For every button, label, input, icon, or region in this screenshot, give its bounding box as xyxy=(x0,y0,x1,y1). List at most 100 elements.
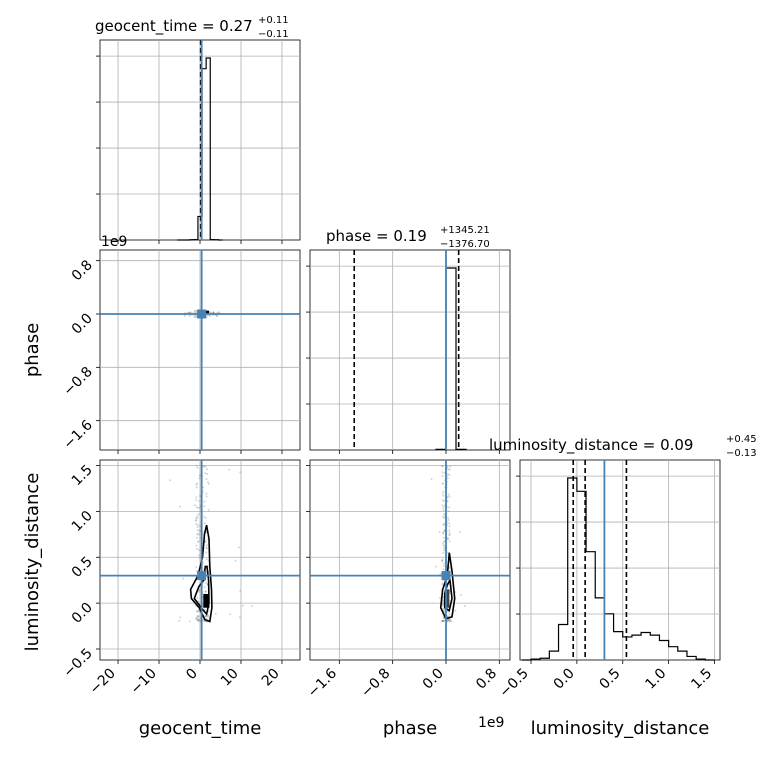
sample-point xyxy=(448,533,451,536)
sample-point xyxy=(442,542,445,545)
sample-point xyxy=(441,583,444,586)
sample-point xyxy=(443,516,446,519)
sample-point xyxy=(195,486,198,489)
sample-point xyxy=(442,531,445,534)
sample-point xyxy=(205,558,208,561)
sample-point xyxy=(443,530,446,533)
sample-point xyxy=(203,619,206,622)
sample-point xyxy=(447,472,450,475)
sample-point xyxy=(199,507,202,510)
sample-point xyxy=(196,529,199,532)
sample-point xyxy=(441,619,444,622)
sample-point xyxy=(442,568,445,571)
tick-label-y-luminosity_distance: −0.5 xyxy=(60,646,95,681)
sample-point xyxy=(198,529,201,532)
sample-point xyxy=(203,620,206,623)
sample-point xyxy=(203,586,206,589)
sample-point xyxy=(204,516,207,519)
sample-point xyxy=(448,522,451,525)
sample-point xyxy=(196,541,199,544)
sample-point xyxy=(238,616,241,619)
sample-point xyxy=(442,546,445,549)
offset-label-phase-y: 1e9 xyxy=(101,234,127,250)
sample-point xyxy=(442,544,445,547)
sample-point xyxy=(441,482,444,485)
panel-content-phase-vs-geocent-time xyxy=(100,250,300,450)
tick-label-x-luminosity_distance: 1.5 xyxy=(688,666,715,693)
sample-point xyxy=(197,513,200,516)
tick-label-x-luminosity_distance: 0.5 xyxy=(597,666,624,693)
title-luminosity-distance-minus: −0.13 xyxy=(726,448,757,459)
sample-point xyxy=(447,618,450,621)
sample-point xyxy=(196,610,199,613)
sample-point xyxy=(250,605,253,608)
sample-point xyxy=(438,596,441,599)
sample-point xyxy=(441,464,444,467)
sample-point xyxy=(448,525,451,528)
sample-point xyxy=(207,614,210,617)
sample-point xyxy=(196,515,199,518)
sample-point xyxy=(202,486,205,489)
sample-point xyxy=(443,513,446,516)
sample-point xyxy=(448,529,451,532)
tick-label-x-phase: −1.6 xyxy=(305,665,340,700)
sample-point xyxy=(178,619,181,622)
tick-label-y-luminosity_distance: 0.5 xyxy=(69,554,96,581)
sample-point xyxy=(169,479,172,482)
sample-point xyxy=(196,482,199,485)
sample-point xyxy=(443,608,446,611)
tick-label-x-geocent_time: −10 xyxy=(128,666,160,698)
sample-point xyxy=(196,466,199,469)
tick-label-y-phase: −1.6 xyxy=(60,417,95,452)
sample-point xyxy=(239,471,242,474)
sample-point xyxy=(195,506,198,509)
title-geocent-time: geocent_time = 0.27 xyxy=(95,17,253,36)
tick-label-x-geocent_time: −20 xyxy=(87,666,119,698)
sample-point xyxy=(448,599,451,602)
sample-point xyxy=(198,475,201,478)
sample-point xyxy=(209,314,212,317)
sample-point xyxy=(448,618,451,621)
sample-point xyxy=(448,468,451,471)
sample-point xyxy=(195,523,198,526)
sample-point xyxy=(196,618,199,621)
title-luminosity-distance-plus: +0.45 xyxy=(726,434,757,445)
sample-point xyxy=(197,533,200,536)
sample-point xyxy=(217,311,220,314)
title-luminosity-distance: luminosity_distance = 0.09 xyxy=(489,436,693,455)
panel-luminosity-distance-hist xyxy=(519,459,721,661)
sample-point xyxy=(447,468,450,471)
tick-label-x-phase: 0.0 xyxy=(420,666,447,693)
sample-point xyxy=(196,523,199,526)
sample-point xyxy=(196,615,199,618)
sample-point xyxy=(430,478,433,481)
sample-point xyxy=(204,615,207,618)
axis-label-x-geocent-time: geocent_time xyxy=(139,718,262,739)
panel-phase-hist xyxy=(309,249,511,451)
sample-point xyxy=(441,515,444,518)
sample-point xyxy=(197,618,200,621)
sample-point xyxy=(198,619,201,622)
sample-point xyxy=(204,581,207,584)
sample-point xyxy=(197,619,200,622)
sample-point xyxy=(197,615,200,618)
sample-point xyxy=(197,610,200,613)
sample-point xyxy=(441,559,444,562)
sample-point xyxy=(450,620,453,623)
sample-point xyxy=(448,567,451,570)
sample-point xyxy=(198,557,201,560)
panel-content-luminosity-distance-vs-phase xyxy=(310,460,510,660)
sample-point xyxy=(441,603,444,606)
sample-point xyxy=(447,516,450,519)
sample-point xyxy=(442,494,445,497)
contour-inner xyxy=(443,577,453,612)
sample-point xyxy=(446,538,449,541)
sample-point xyxy=(442,551,445,554)
sample-point xyxy=(448,540,451,543)
sample-point xyxy=(446,477,449,480)
tick-label-y-phase: 0.0 xyxy=(69,311,96,338)
sample-point xyxy=(239,589,242,592)
sample-point xyxy=(207,481,210,484)
sample-point xyxy=(198,500,201,503)
